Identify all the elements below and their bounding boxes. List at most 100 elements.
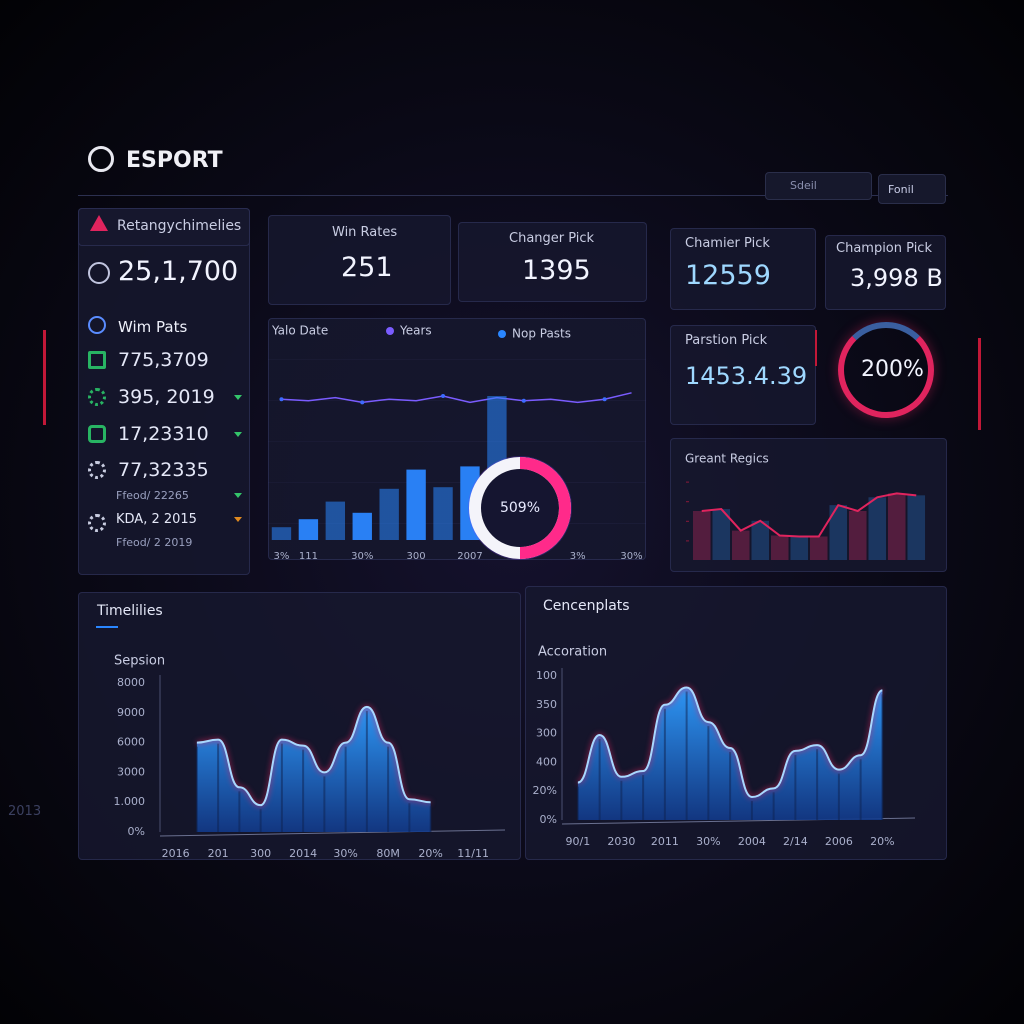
bar xyxy=(379,488,399,540)
line-point xyxy=(602,397,607,402)
card-value: 12559 xyxy=(685,260,771,291)
trend-icon xyxy=(234,493,242,498)
search-text: Sdeil xyxy=(790,179,817,192)
warning-icon xyxy=(90,215,108,231)
bar xyxy=(271,527,292,540)
axis-line xyxy=(159,829,506,837)
bar xyxy=(433,487,453,540)
x-tick-label: 80M xyxy=(376,847,400,860)
section-icon xyxy=(88,316,106,334)
x-tick-label: 2011 xyxy=(651,835,679,848)
bar xyxy=(325,501,346,540)
x-tick-label: 111 xyxy=(299,551,318,562)
x-tick-label: 30% xyxy=(696,835,720,848)
bar xyxy=(352,512,372,540)
donut-arc xyxy=(519,457,571,559)
bar xyxy=(712,509,731,560)
x-tick-label: 2007 xyxy=(457,551,482,562)
bar xyxy=(406,469,426,540)
x-tick-label: 20% xyxy=(870,835,894,848)
bar xyxy=(790,536,809,560)
x-tick-label: 20% xyxy=(418,847,442,860)
item-icon xyxy=(88,388,106,406)
chart-title: Greant Regics xyxy=(685,452,769,466)
item-icon xyxy=(88,351,106,369)
edge-accent xyxy=(43,330,46,425)
tab-underline xyxy=(96,626,118,628)
sidebar-note: KDA, 2 2015 xyxy=(116,512,197,527)
area-line xyxy=(196,705,431,807)
x-tick-label: 2004 xyxy=(738,835,766,848)
y-axis-label: 20% xyxy=(533,784,557,797)
card-value: 3,998 B xyxy=(850,264,943,292)
trend-icon xyxy=(234,432,242,437)
panel-title: Timelilies xyxy=(96,603,163,619)
x-tick-label: 2006 xyxy=(825,835,853,848)
line-point xyxy=(441,394,446,398)
area-fill xyxy=(196,706,431,832)
trend-icon xyxy=(234,395,242,400)
edge-accent xyxy=(978,338,981,430)
x-tick-label: 30% xyxy=(351,551,373,562)
sidebar-title: Retangychimelies xyxy=(117,218,242,234)
legend-marker xyxy=(498,330,506,338)
donut-label: 509% xyxy=(500,500,540,516)
x-tick-label: 300 xyxy=(407,551,426,562)
sidebar-item: 77,32335 xyxy=(118,459,209,481)
stat-card xyxy=(268,215,451,305)
y-axis-label: 400 xyxy=(536,755,557,768)
trend-icon xyxy=(234,517,242,522)
line-point xyxy=(521,398,526,403)
ring-label: 200% xyxy=(861,357,924,382)
logo xyxy=(88,146,114,172)
x-tick-label: 90/1 xyxy=(566,835,591,848)
y-axis-label: 8000 xyxy=(117,676,145,689)
bar xyxy=(887,493,906,560)
sidebar-note: Ffeod/ 2 2019 xyxy=(116,536,193,549)
globe-icon xyxy=(88,262,110,284)
y-axis-label: 9000 xyxy=(117,706,145,719)
brand: ESPORT xyxy=(126,148,223,173)
x-tick-label: 300 xyxy=(250,847,271,860)
sidebar-item: 395, 2019 xyxy=(118,386,215,408)
stat-card xyxy=(458,222,647,302)
y-axis-label: 1.000 xyxy=(114,795,146,808)
background-label: 2013 xyxy=(8,804,42,819)
card-label: Changer Pick xyxy=(509,231,595,246)
bar xyxy=(907,495,926,560)
sidebar-section: Wim Pats xyxy=(118,318,188,336)
bar xyxy=(848,511,867,560)
sidebar-note: Ffeod/ 22265 xyxy=(116,489,189,502)
axis-notch xyxy=(686,540,689,542)
y-axis-label: 6000 xyxy=(117,736,145,749)
y-axis-label: 350 xyxy=(536,698,557,711)
x-tick-label: 30% xyxy=(620,551,642,562)
stat-card xyxy=(670,325,816,425)
chart-title: Yalo Date xyxy=(271,324,328,338)
card-label: Parstion Pick xyxy=(685,333,768,348)
card-value: 1453.4.39 xyxy=(685,362,808,390)
top-line xyxy=(701,492,917,538)
item-icon xyxy=(88,425,106,443)
y-axis-label: 0% xyxy=(540,813,557,826)
search-box[interactable]: Sdeil xyxy=(765,172,872,200)
header-rule xyxy=(78,195,948,196)
x-tick-label: 30% xyxy=(333,847,357,860)
bar xyxy=(751,520,770,560)
sidebar-total: 25,1,700 xyxy=(118,256,239,287)
bar xyxy=(298,519,319,540)
legend-marker xyxy=(386,327,394,335)
axis-notch xyxy=(686,481,689,483)
bar xyxy=(809,536,828,560)
stat-card xyxy=(825,235,946,310)
legend-label: Nop Pasts xyxy=(512,327,571,341)
y-axis-label: 0% xyxy=(128,825,145,838)
x-tick-label: 2/14 xyxy=(783,835,808,848)
card-accent xyxy=(815,330,817,366)
stat-card xyxy=(670,228,816,310)
item-icon xyxy=(88,461,106,479)
header-button[interactable]: Fonil xyxy=(878,174,946,204)
bar xyxy=(731,530,750,560)
y-axis-label: 100 xyxy=(536,669,557,682)
